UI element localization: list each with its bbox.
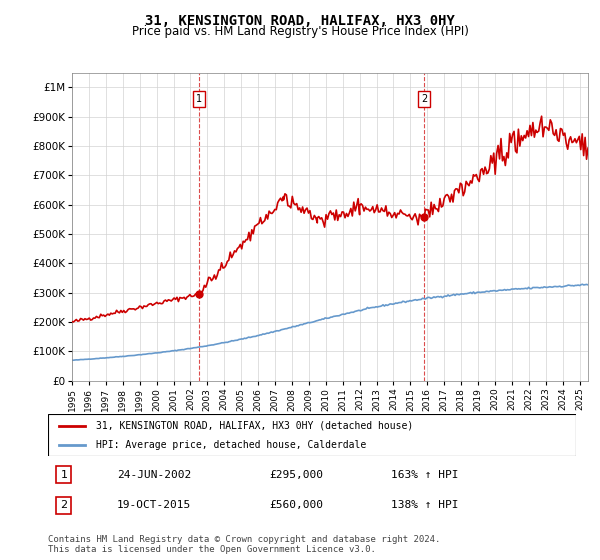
Text: 1: 1	[196, 94, 202, 104]
Text: 163% ↑ HPI: 163% ↑ HPI	[391, 470, 459, 479]
Text: Price paid vs. HM Land Registry's House Price Index (HPI): Price paid vs. HM Land Registry's House …	[131, 25, 469, 38]
Text: 2: 2	[60, 501, 67, 510]
Text: 19-OCT-2015: 19-OCT-2015	[116, 501, 191, 510]
Text: 24-JUN-2002: 24-JUN-2002	[116, 470, 191, 479]
Text: £560,000: £560,000	[270, 501, 324, 510]
Text: 31, KENSINGTON ROAD, HALIFAX, HX3 0HY (detached house): 31, KENSINGTON ROAD, HALIFAX, HX3 0HY (d…	[95, 421, 413, 431]
Text: 2: 2	[421, 94, 427, 104]
Text: £295,000: £295,000	[270, 470, 324, 479]
Text: Contains HM Land Registry data © Crown copyright and database right 2024.
This d: Contains HM Land Registry data © Crown c…	[48, 535, 440, 554]
FancyBboxPatch shape	[48, 414, 576, 456]
Text: 138% ↑ HPI: 138% ↑ HPI	[391, 501, 459, 510]
Text: HPI: Average price, detached house, Calderdale: HPI: Average price, detached house, Cald…	[95, 440, 366, 450]
Text: 1: 1	[61, 470, 67, 479]
Text: 31, KENSINGTON ROAD, HALIFAX, HX3 0HY: 31, KENSINGTON ROAD, HALIFAX, HX3 0HY	[145, 14, 455, 28]
